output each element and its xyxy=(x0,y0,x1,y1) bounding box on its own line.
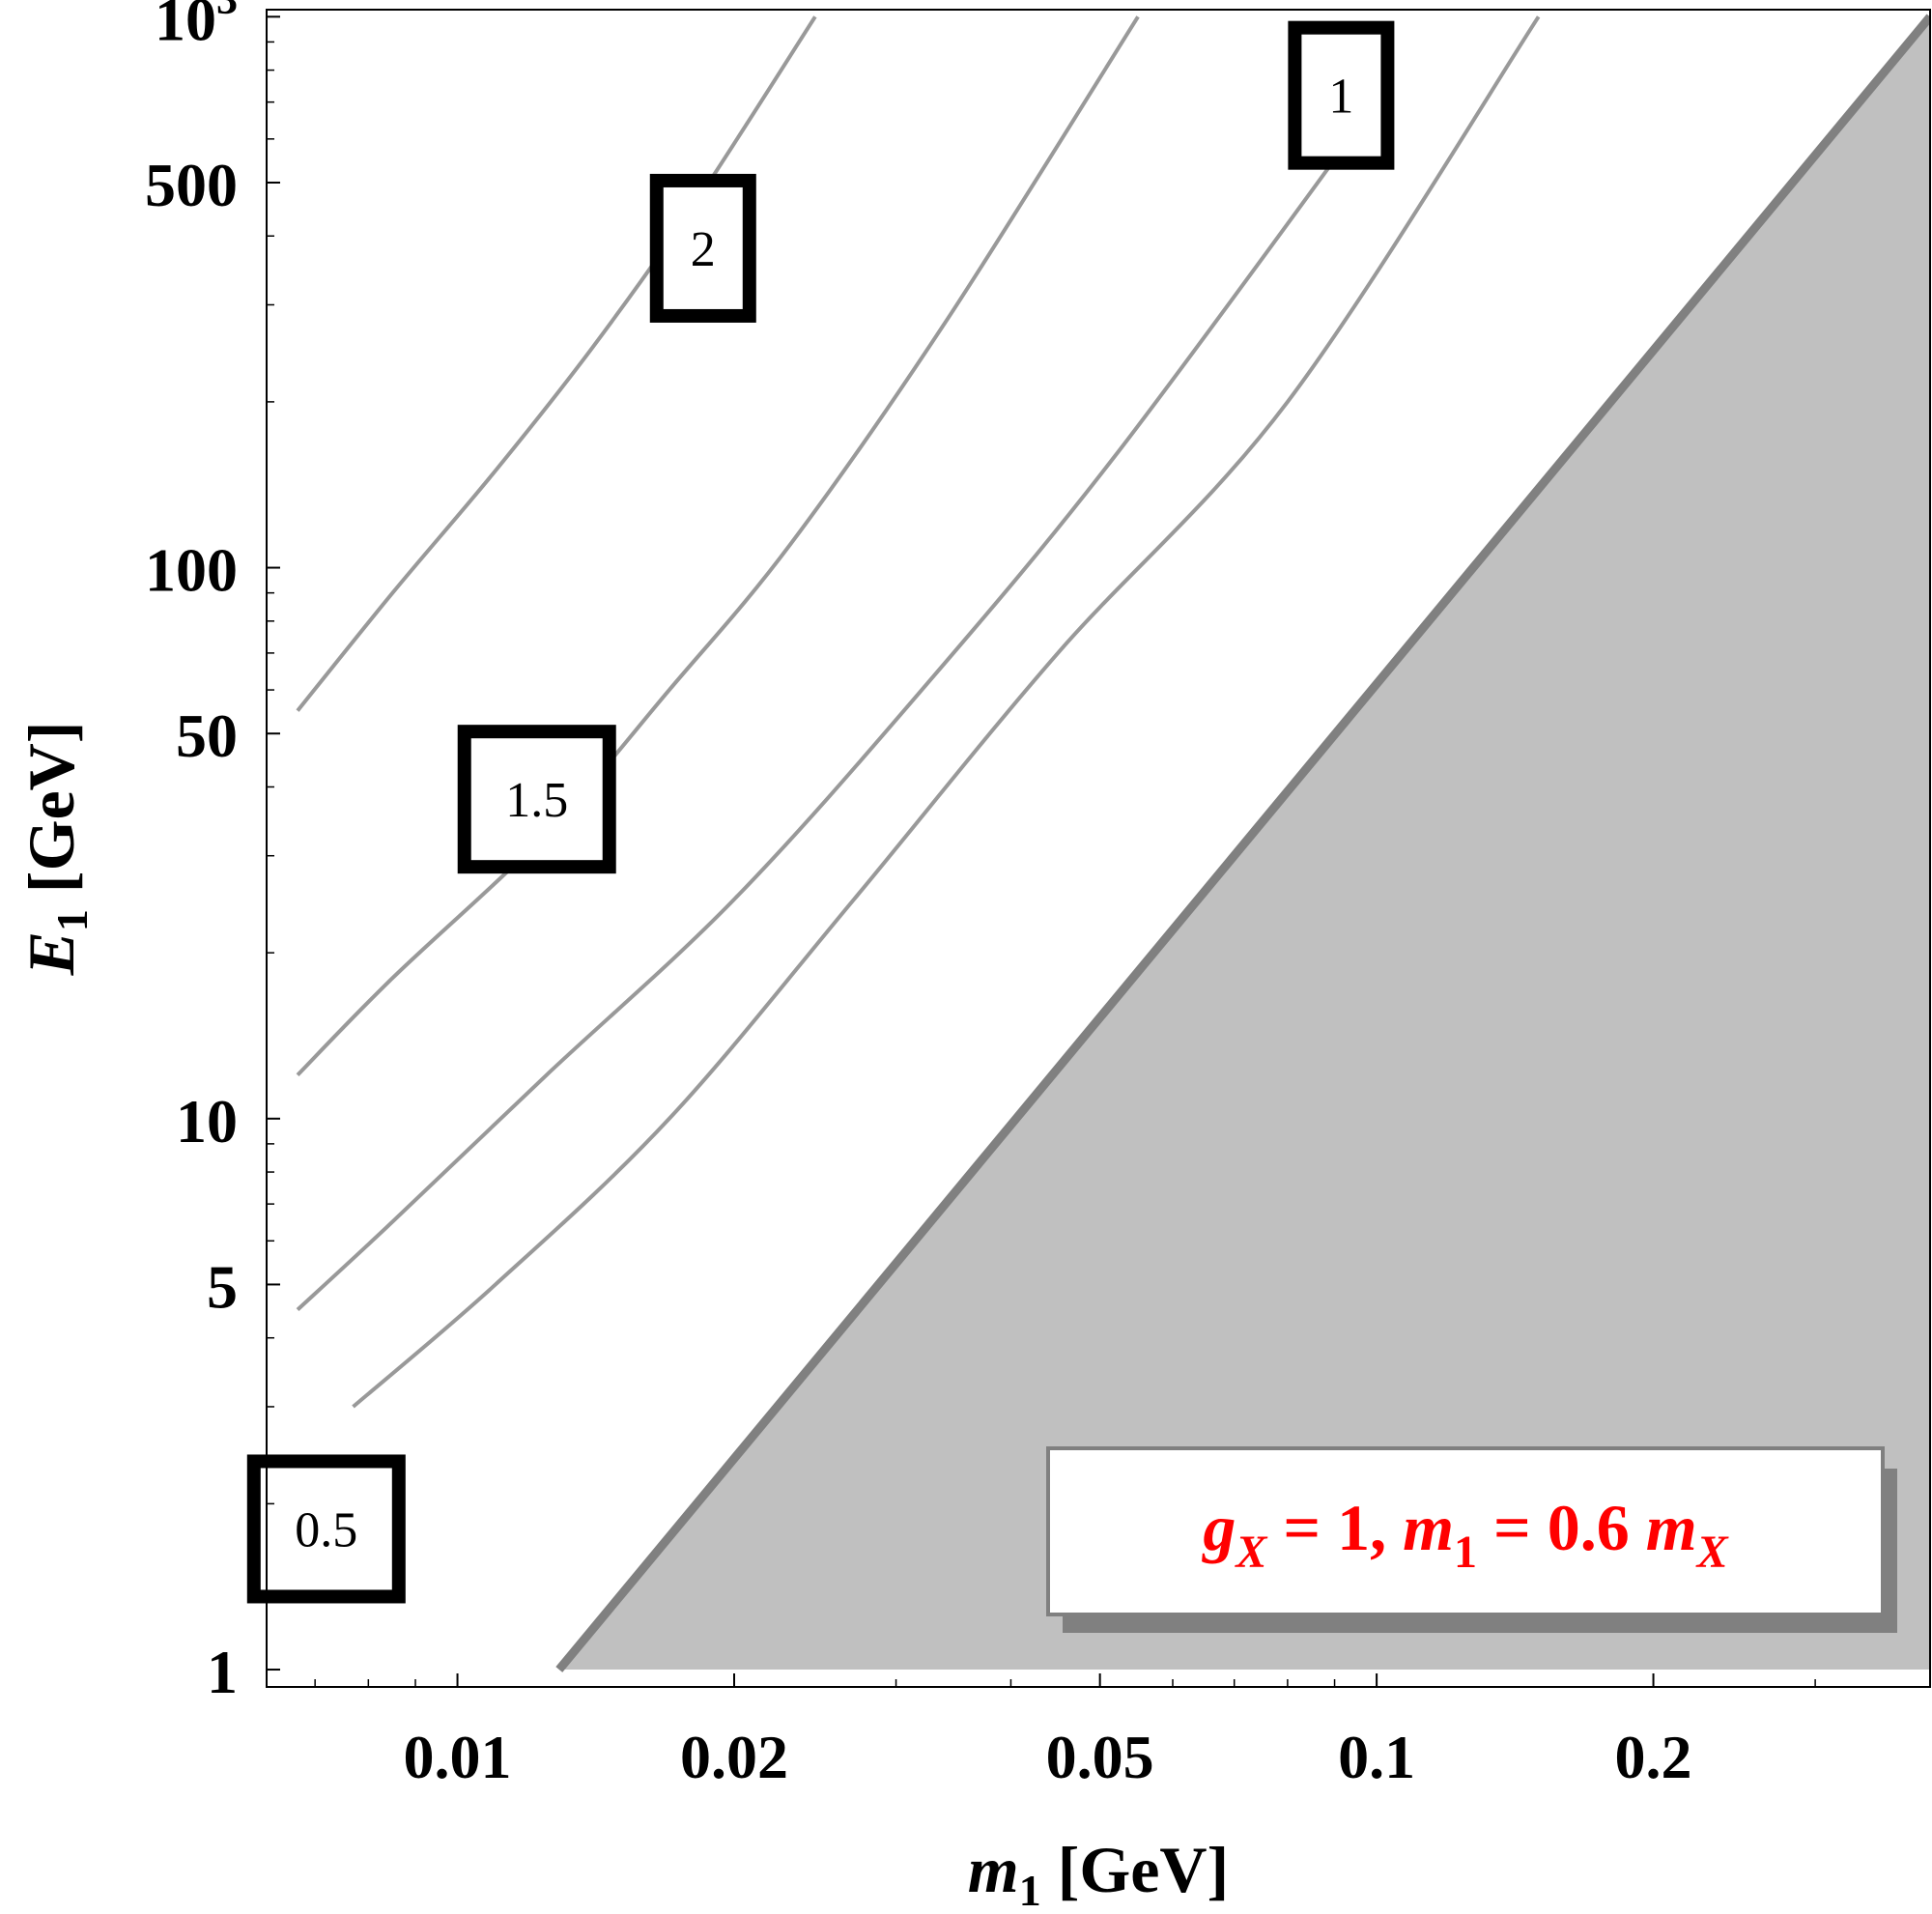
contour-label-layer: 2 1.5 1 0.5 xyxy=(246,20,1395,1604)
contour-label-box xyxy=(1288,20,1395,170)
x-tick-label: 0.2 xyxy=(1615,1723,1692,1791)
contour-layer xyxy=(296,15,1541,1409)
y-tick-label: 103 xyxy=(155,0,238,53)
contour-line-1 xyxy=(296,100,1378,1312)
contour-line-0.5 xyxy=(352,15,1541,1409)
contour-label-2: 2 xyxy=(649,173,756,323)
x-tick-label: 0.01 xyxy=(404,1723,512,1791)
x-tick-label: 0.02 xyxy=(680,1723,788,1791)
y-axis-label: E1 [GeV] xyxy=(14,722,97,977)
contour-label-1.5: 1.5 xyxy=(457,725,616,874)
y-tick-label: 5 xyxy=(207,1252,238,1321)
y-tick-label: 100 xyxy=(145,536,238,605)
contour-label-box xyxy=(246,1454,406,1604)
plot-frame xyxy=(266,9,1931,1688)
axis-layer: 0.010.020.050.10.2151050100500103m1 [GeV… xyxy=(14,0,1931,1914)
y-tick-label: 50 xyxy=(176,701,238,770)
contour-label-box xyxy=(649,173,756,323)
annotation-text: gX = 1, m1 = 0.6 mX xyxy=(1201,1491,1728,1578)
contour-line-1.5 xyxy=(296,15,1140,1077)
y-tick-label: 10 xyxy=(176,1087,238,1156)
contour-label-0.5: 0.5 xyxy=(246,1454,406,1604)
contour-label-text: 0.5 xyxy=(295,1502,357,1557)
contour-label-1: 1 xyxy=(1288,20,1395,170)
y-tick-label-base: 10 xyxy=(155,0,216,53)
excluded-region-layer xyxy=(555,14,1930,1672)
contour-label-text: 2 xyxy=(691,222,716,277)
excluded-region-boundary xyxy=(555,14,1930,1672)
x-axis-label: m1 [GeV] xyxy=(968,1833,1229,1914)
annotation-layer: gX = 1, m1 = 0.6 mX xyxy=(1046,1446,1897,1633)
contour-label-box xyxy=(457,725,616,874)
y-tick-label: 1 xyxy=(207,1638,238,1706)
y-tick-label-exponent: 3 xyxy=(216,0,238,22)
annotation-panel xyxy=(1046,1446,1885,1616)
annotation-box: gX = 1, m1 = 0.6 mX xyxy=(1046,1446,1897,1633)
x-tick-label: 0.1 xyxy=(1338,1723,1415,1791)
x-tick-label: 0.05 xyxy=(1046,1723,1154,1791)
contour-line-2 xyxy=(296,15,817,712)
contour-label-text: 1.5 xyxy=(505,773,568,828)
contour-label-text: 1 xyxy=(1328,70,1353,125)
y-tick-label: 500 xyxy=(145,151,238,219)
